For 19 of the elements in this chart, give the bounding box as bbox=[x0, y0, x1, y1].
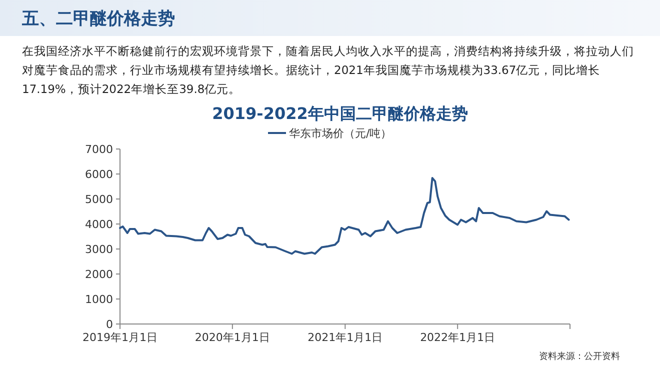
x-tick-label: 2022年1月1日 bbox=[420, 331, 496, 344]
text: 在我国经济水平不断稳健前行的宏观环境背景下，随着居民人均收入水平的提高，消费结构将持续升级，将拉动人们对魔芋食品的需求，行业市场规模有望持续增长。据统计，2021年我国魔芋市场规模为33.67亿元，同比增长17.19%，预计2022年增长至39.8亿元。 bbox=[22, 43, 635, 98]
y-tick-label: 4000 bbox=[85, 218, 113, 231]
y-tick-label: 1000 bbox=[85, 293, 113, 306]
y-tick-label: 6000 bbox=[85, 168, 113, 181]
x-tick-label: 2020年1月1日 bbox=[194, 331, 270, 344]
y-tick-label: 7000 bbox=[85, 143, 113, 156]
text: 资料来源：公开资料 bbox=[539, 350, 620, 363]
y-tick-label: 0 bbox=[106, 318, 113, 331]
legend: 华东市场价（元/吨） bbox=[268, 127, 392, 140]
chart-title: 2019-2022年中国二甲醚价格走势 bbox=[212, 104, 468, 123]
y-tick-label: 3000 bbox=[85, 243, 113, 256]
text: 五、二甲醚价格走势 bbox=[22, 8, 175, 30]
x-tick-label: 2019年1月1日 bbox=[82, 331, 158, 344]
x-tick-label: 2021年1月1日 bbox=[308, 331, 383, 344]
line-series bbox=[119, 177, 570, 255]
y-tick-label: 2000 bbox=[85, 268, 113, 281]
y-tick-label: 5000 bbox=[85, 193, 113, 206]
legend-label: 华东市场价（元/吨） bbox=[289, 127, 392, 140]
